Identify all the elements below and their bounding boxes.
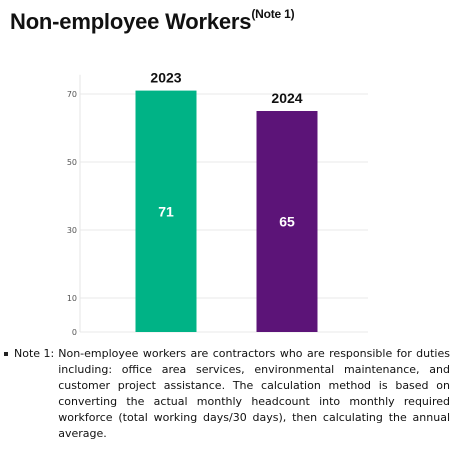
footnote: Note 1: Non-employee workers are contrac…: [14, 346, 450, 442]
y-tick-label: 30: [67, 226, 77, 235]
footnote-label: Note 1:: [14, 347, 55, 360]
data-label: 71: [158, 203, 174, 219]
bar-2024: [256, 111, 318, 332]
y-tick-label: 70: [67, 90, 77, 99]
title-note-ref: (Note 1): [251, 6, 295, 21]
y-tick-label: 0: [72, 328, 77, 337]
chart-title-text: Non-employee Workers: [10, 9, 252, 34]
y-tick-label: 50: [67, 158, 77, 167]
category-label: 2023: [150, 70, 181, 86]
bar-chart: 0 10 30 50 70 2023 71 2024 65: [67, 70, 368, 337]
category-label: 2024: [271, 90, 302, 106]
footnote-text: Non-employee workers are contractors who…: [58, 347, 450, 440]
bar-2023: [135, 90, 197, 332]
note-bullet: [4, 352, 8, 356]
chart-title: Non-employee Workers(Note 1): [10, 6, 295, 35]
data-label: 65: [279, 214, 295, 230]
y-tick-label: 10: [67, 294, 77, 303]
